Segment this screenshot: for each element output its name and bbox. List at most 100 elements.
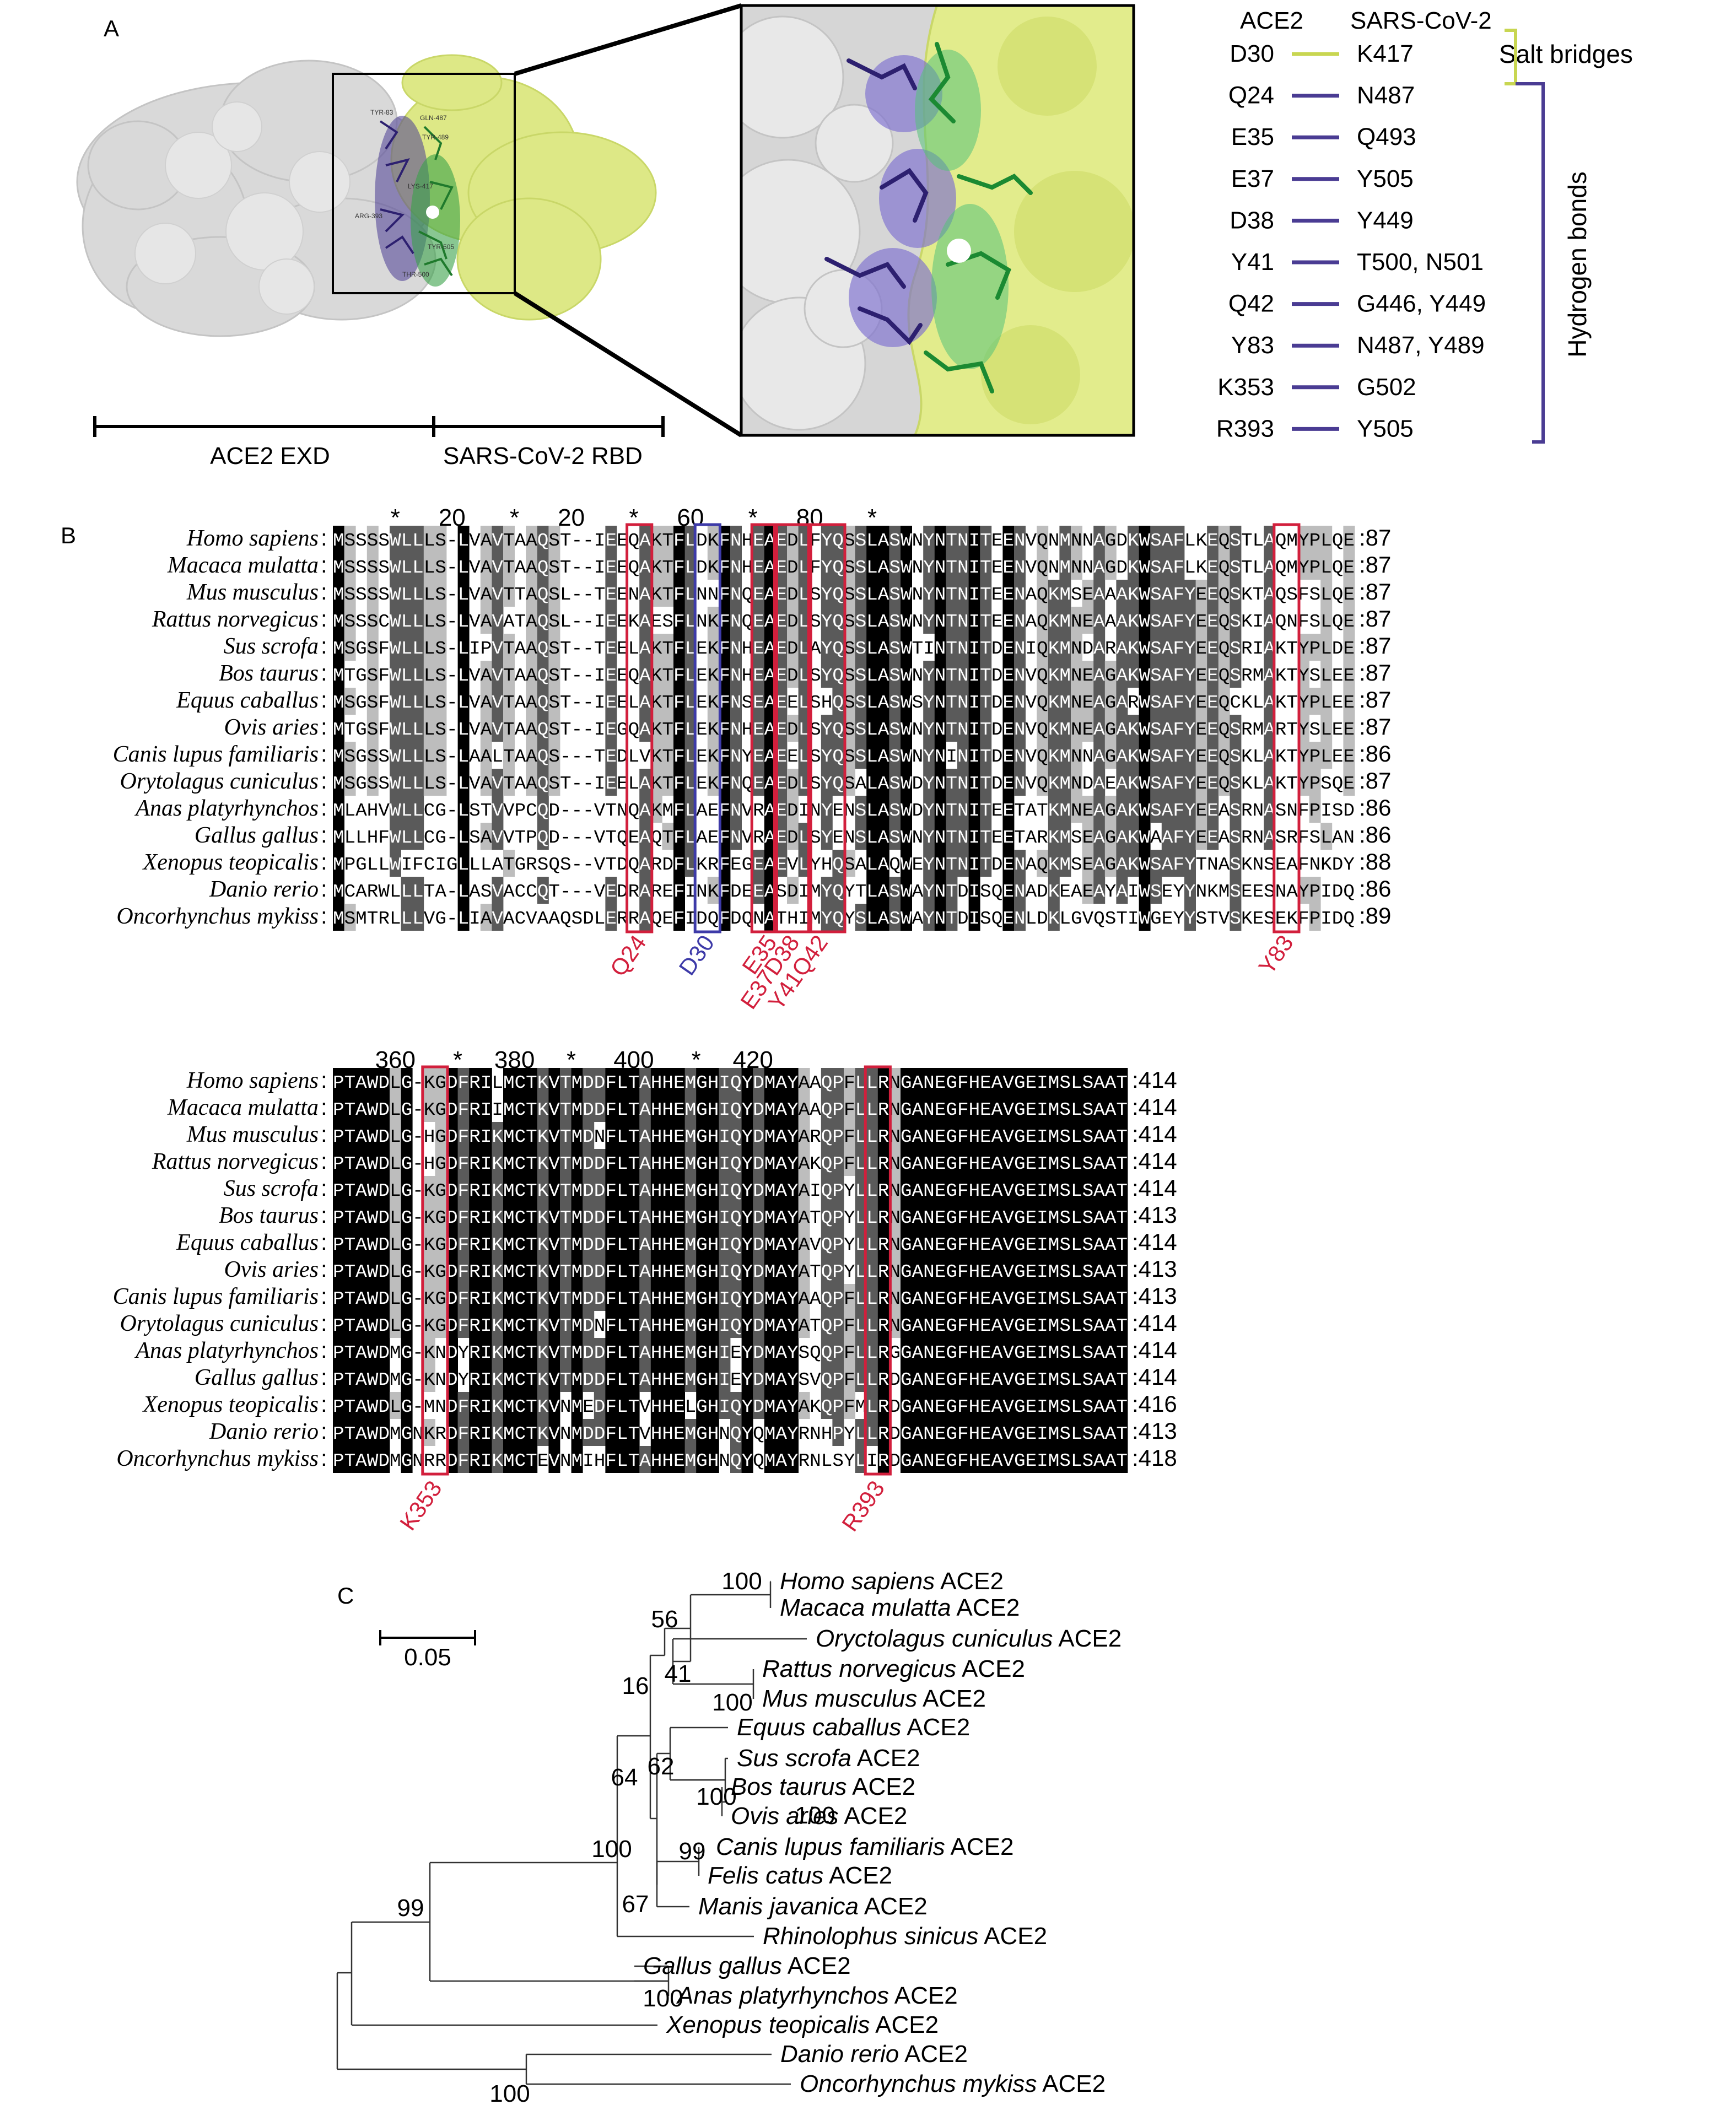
residue-cell	[855, 742, 867, 769]
sars-cov-2-residue: Y505	[1357, 165, 1414, 192]
residue-cell	[1104, 715, 1117, 742]
residue-cell	[1014, 904, 1026, 931]
sequence-end-position: :87	[1359, 633, 1391, 659]
residue-cell	[877, 904, 889, 931]
residue-cell	[1082, 796, 1094, 823]
residue-cell	[526, 607, 538, 634]
species-name: Anas platyrhynchos	[134, 796, 319, 821]
residue-cell	[1048, 877, 1060, 904]
residue-cell	[1161, 526, 1173, 553]
svg-text:TYR-83: TYR-83	[370, 109, 393, 116]
residue-cell	[390, 526, 401, 553]
residue-cell	[503, 850, 515, 877]
species-colon: :	[321, 552, 327, 578]
residue-cell	[662, 688, 674, 715]
residue-cell	[1002, 877, 1015, 904]
species-name: Oncorhynchus mykiss	[116, 1446, 319, 1471]
sequence-row: PTAWDLG-KGDFRIKMCTKVTMDDFLTAHHEMGHIQYDMA…	[333, 1208, 1128, 1228]
residue-cell	[775, 634, 788, 661]
residue-cell	[1150, 877, 1162, 904]
residue-cell	[877, 607, 889, 634]
residue-cell	[798, 634, 810, 661]
residue-cell	[821, 715, 833, 742]
residue-cell	[844, 607, 855, 634]
residue-cell	[457, 769, 470, 796]
residue-cell	[366, 553, 379, 580]
residue-cell	[1104, 553, 1117, 580]
residue-cell	[435, 607, 447, 634]
residue-cell	[775, 607, 788, 634]
residue-cell	[457, 823, 470, 850]
residue-cell	[1037, 742, 1049, 769]
residue-cell	[775, 850, 788, 877]
residue-cell	[401, 904, 413, 931]
residue-cell	[457, 796, 470, 823]
residue-cell	[1014, 553, 1026, 580]
residue-cell	[1161, 823, 1173, 850]
species-name: Oncorhynchus mykiss	[116, 904, 319, 929]
residue-cell	[1014, 526, 1026, 553]
residue-cell	[1150, 688, 1162, 715]
residue-cell	[423, 661, 435, 688]
residue-cell	[333, 688, 344, 715]
sequence-row: PTAWDLG-KGDFRILMCTKVTMDDFLTAHHEMGHIQYDMA…	[333, 1073, 1128, 1093]
residue-cell	[492, 769, 504, 796]
residue-cell	[333, 607, 344, 634]
residue-cell	[1150, 553, 1162, 580]
residue-cell	[366, 769, 379, 796]
residue-cell	[889, 553, 901, 580]
residue-cell	[787, 580, 799, 607]
residue-cell	[753, 634, 765, 661]
residue-cell	[821, 877, 833, 904]
residue-label: R393	[837, 1476, 889, 1536]
residue-cell	[537, 742, 549, 769]
residue-cell	[753, 715, 765, 742]
residue-cell	[855, 526, 867, 553]
residue-cell	[1059, 526, 1071, 553]
residue-cell	[390, 796, 401, 823]
residue-cell	[730, 715, 742, 742]
alignment-block-1: * 20 * 20 * 60 * 80 *Homo sapiens: MSSSSWLLLS-LVA…	[113, 504, 1392, 1014]
residue-cell	[719, 796, 731, 823]
residue-cell	[1082, 715, 1094, 742]
residue-cell	[730, 823, 742, 850]
residue-cell	[968, 553, 980, 580]
residue-cell	[435, 715, 447, 742]
residue-cell	[821, 796, 833, 823]
residue-cell	[537, 634, 549, 661]
residue-cell	[1128, 742, 1139, 769]
residue-cell	[1139, 688, 1151, 715]
residue-cell	[537, 580, 549, 607]
residue-cell	[650, 526, 662, 553]
residue-cell	[707, 769, 719, 796]
species-name: Homo sapiens	[186, 526, 319, 551]
sequence-end-position: :414	[1132, 1364, 1177, 1390]
residue-cell	[1037, 715, 1049, 742]
residue-cell	[787, 823, 799, 850]
residue-cell	[1048, 634, 1060, 661]
residue-cell	[1093, 769, 1106, 796]
residue-cell	[1139, 661, 1151, 688]
residue-cell	[684, 607, 697, 634]
residue-cell	[684, 526, 697, 553]
residue-cell	[1002, 607, 1015, 634]
residue-cell	[412, 526, 424, 553]
residue-cell	[1014, 877, 1026, 904]
residue-cell	[707, 715, 719, 742]
residue-cell	[844, 526, 855, 553]
residue-cell	[923, 742, 935, 769]
residue-cell	[934, 769, 946, 796]
residue-cell	[730, 526, 742, 553]
residue-cell	[412, 688, 424, 715]
residue-cell	[435, 526, 447, 553]
residue-cell	[923, 904, 935, 931]
residue-cell	[923, 553, 935, 580]
residue-cell	[1173, 634, 1185, 661]
sequence-end-position: :414	[1132, 1121, 1177, 1147]
residue-cell	[684, 634, 697, 661]
residue-cell	[1116, 877, 1128, 904]
residue-cell	[333, 850, 344, 877]
residue-cell	[673, 850, 685, 877]
residue-cell	[1071, 688, 1082, 715]
residue-cell	[492, 904, 504, 931]
